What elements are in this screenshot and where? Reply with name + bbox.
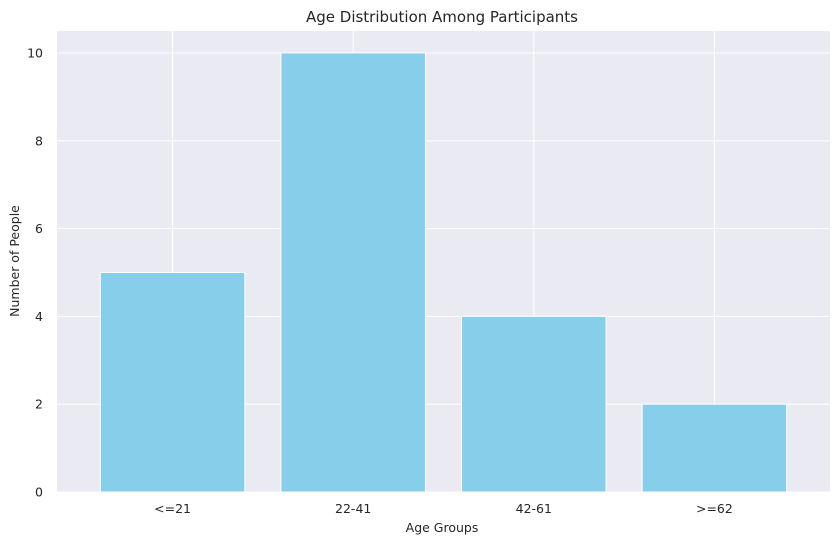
y-tick-label: 6 [35, 221, 43, 236]
x-axis-ticks: <=21 22-41 42-61 >=62 [154, 501, 733, 516]
chart-title: Age Distribution Among Participants [306, 8, 578, 26]
bar-1 [280, 52, 426, 493]
bar-0 [99, 271, 246, 493]
y-axis-label: Number of People [7, 205, 22, 317]
x-axis-label: Age Groups [406, 520, 479, 535]
y-tick-label: 2 [35, 397, 43, 412]
y-axis-ticks: 0 2 4 6 8 10 [27, 45, 43, 499]
y-tick-label: 8 [35, 133, 43, 148]
y-tick-label: 0 [35, 485, 43, 500]
x-tick-label: <=21 [154, 501, 191, 516]
x-tick-label: >=62 [696, 501, 733, 516]
x-tick-label: 22-41 [335, 501, 371, 516]
bar-2 [461, 315, 607, 493]
bars [99, 52, 788, 493]
y-tick-label: 10 [27, 45, 43, 60]
bar-3 [641, 403, 788, 493]
y-tick-label: 4 [35, 309, 43, 324]
x-tick-label: 42-61 [516, 501, 552, 516]
